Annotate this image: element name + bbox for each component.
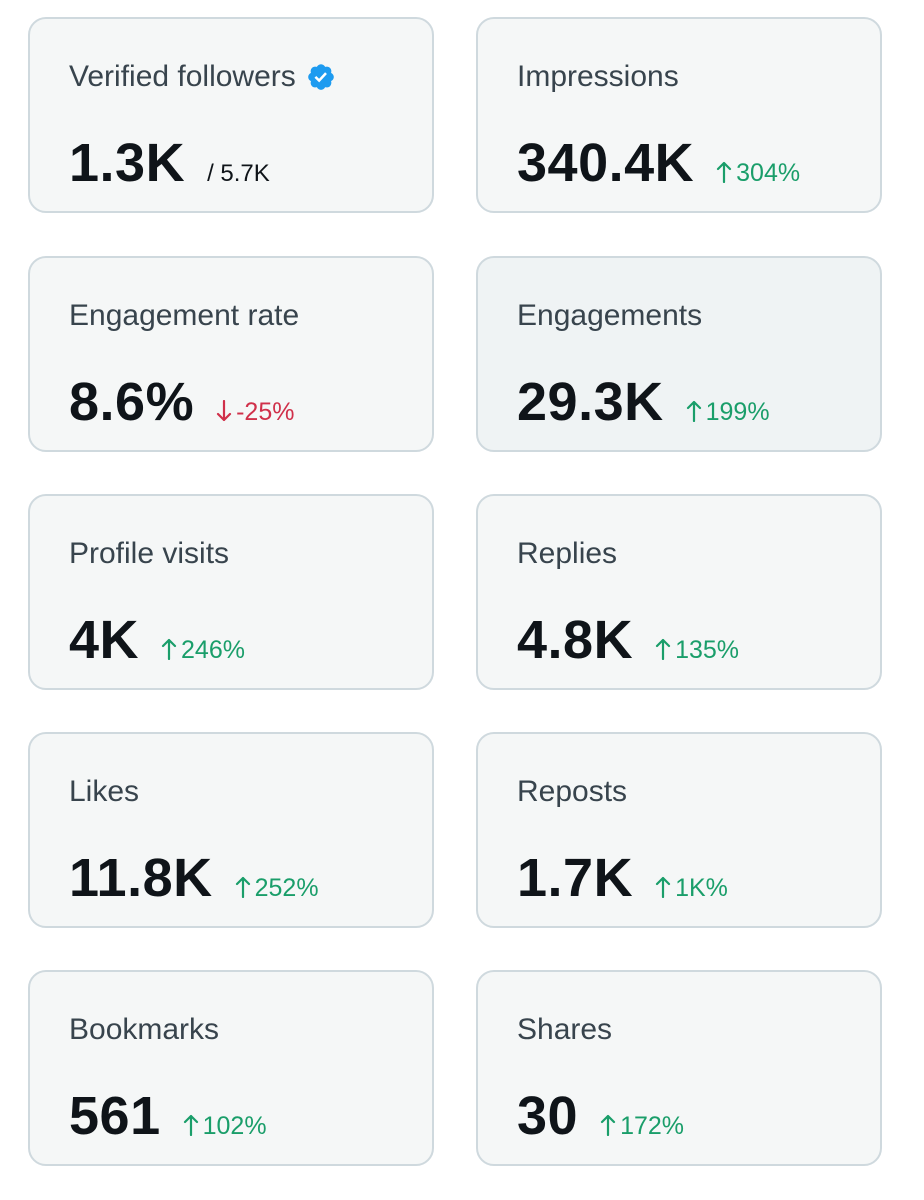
metric-card-engagement-rate[interactable]: Engagement rate 8.6% -25% <box>28 256 434 452</box>
metric-value-row: 561 102% <box>69 1086 267 1146</box>
arrow-up-icon <box>183 1114 199 1136</box>
metric-change-value: 172% <box>620 1112 685 1140</box>
metric-label: Impressions <box>517 60 679 93</box>
metric-value: 30 <box>517 1086 579 1146</box>
metric-label: Verified followers <box>69 59 336 95</box>
metric-card-verified-followers[interactable]: Verified followers 1.3K / 5.7K <box>28 17 434 213</box>
arrow-up-icon <box>235 876 251 898</box>
metric-value-row: 29.3K 199% <box>517 372 770 432</box>
arrow-up-icon <box>600 1114 616 1136</box>
metric-change-value: -25% <box>236 398 295 426</box>
metric-change-value: 252% <box>254 874 319 902</box>
metric-card-impressions[interactable]: Impressions 340.4K 304% <box>476 17 882 213</box>
metric-change: 102% <box>183 1112 267 1141</box>
metric-label: Replies <box>517 537 618 570</box>
metric-change: 246% <box>161 636 245 665</box>
metric-change: 252% <box>235 874 319 903</box>
metric-value-row: 4.8K 135% <box>517 610 739 670</box>
metric-change: 172% <box>600 1112 684 1141</box>
metric-value-row: 1.7K 1K% <box>517 848 728 908</box>
metric-value-row: 8.6% -25% <box>69 372 294 432</box>
metric-card-reposts[interactable]: Reposts 1.7K 1K% <box>476 732 882 928</box>
metric-label: Likes <box>69 775 140 808</box>
metric-label: Reposts <box>517 775 628 808</box>
metric-change: 1K% <box>655 874 728 903</box>
metric-label: Shares <box>517 1013 613 1046</box>
metric-value-row: 30 172% <box>517 1086 684 1146</box>
metric-total: / 5.7K <box>207 160 270 187</box>
metric-change: 304% <box>716 159 800 188</box>
arrow-up-icon <box>655 876 671 898</box>
metric-value-row: 340.4K 304% <box>517 133 800 193</box>
metric-card-profile-visits[interactable]: Profile visits 4K 246% <box>28 494 434 690</box>
metric-label: Engagements <box>517 299 703 332</box>
arrow-down-icon <box>216 400 232 422</box>
metric-card-likes[interactable]: Likes 11.8K 252% <box>28 732 434 928</box>
verified-badge-icon <box>306 62 336 92</box>
metric-value: 1.3K <box>69 133 186 193</box>
metric-change: 199% <box>686 398 770 427</box>
metric-value: 4K <box>69 610 140 670</box>
metric-value-row: 1.3K / 5.7K <box>69 133 270 193</box>
metric-value: 8.6% <box>69 372 195 432</box>
metric-change-value: 1K% <box>675 874 728 902</box>
metric-value: 340.4K <box>517 133 695 193</box>
metric-change-value: 102% <box>202 1112 267 1140</box>
metric-value: 11.8K <box>69 848 213 908</box>
metric-value: 1.7K <box>517 848 634 908</box>
metric-label: Bookmarks <box>69 1013 220 1046</box>
metric-label: Profile visits <box>69 537 230 570</box>
metric-change: 135% <box>655 636 739 665</box>
metric-label-text: Verified followers <box>69 60 296 93</box>
arrow-up-icon <box>716 161 732 183</box>
metric-value-row: 4K 246% <box>69 610 245 670</box>
metric-card-engagements[interactable]: Engagements 29.3K 199% <box>476 256 882 452</box>
metric-card-replies[interactable]: Replies 4.8K 135% <box>476 494 882 690</box>
metric-label: Engagement rate <box>69 299 300 332</box>
metric-card-shares[interactable]: Shares 30 172% <box>476 970 882 1166</box>
metric-value: 4.8K <box>517 610 634 670</box>
metric-change-value: 246% <box>181 636 245 664</box>
metric-change-value: 304% <box>736 159 801 187</box>
metric-change-value: 135% <box>675 636 740 664</box>
metric-change-value: 199% <box>705 398 770 426</box>
arrow-up-icon <box>161 638 177 660</box>
arrow-up-icon <box>655 638 671 660</box>
metric-value-row: 11.8K 252% <box>69 848 319 908</box>
metric-card-bookmarks[interactable]: Bookmarks 561 102% <box>28 970 434 1166</box>
arrow-up-icon <box>686 400 702 422</box>
metric-value: 561 <box>69 1086 161 1146</box>
metric-change: -25% <box>216 398 294 427</box>
metric-value: 29.3K <box>517 372 664 432</box>
